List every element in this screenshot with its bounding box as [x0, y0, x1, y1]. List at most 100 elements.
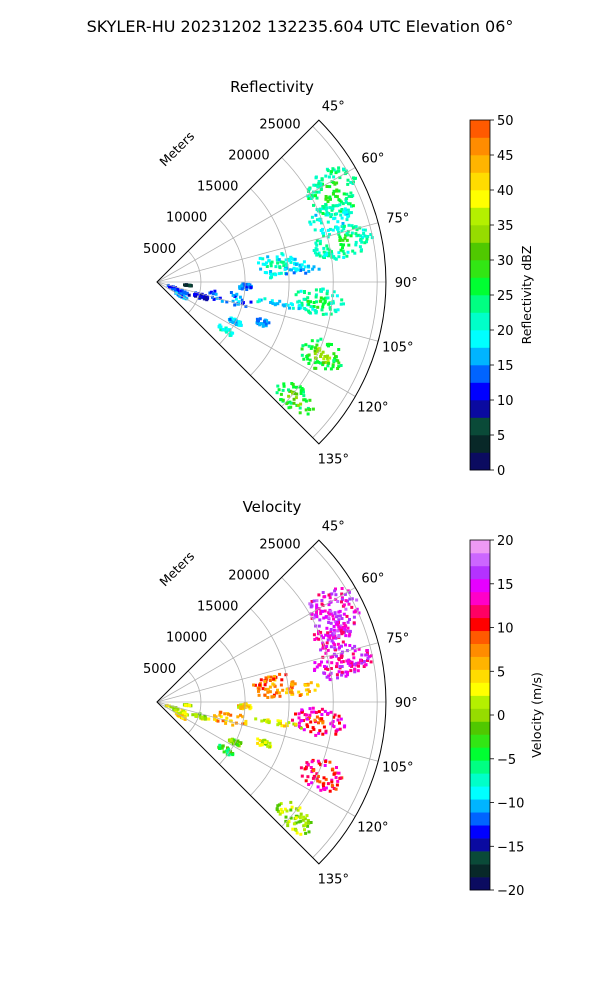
echo-pixel: [315, 343, 319, 347]
echo-pixel: [308, 358, 312, 362]
echo-pixel: [344, 670, 348, 674]
echo-pixel: [178, 712, 182, 716]
echo-pixel: [338, 609, 342, 613]
echo-pixel: [354, 243, 358, 247]
echo-pixel: [299, 766, 303, 770]
echo-pixel: [311, 267, 315, 271]
echo-pixel: [267, 321, 271, 325]
echo-pixel: [331, 634, 335, 638]
echo-pixel: [341, 630, 345, 634]
echo-pixel: [329, 610, 333, 614]
range-tick-label: 25000: [259, 117, 300, 132]
colorbar-bin: [470, 838, 490, 852]
colorbar-tick-label: −20: [497, 884, 524, 899]
echo-pixel: [345, 254, 349, 258]
echo-pixel: [309, 305, 313, 309]
echo-pixel: [325, 244, 329, 248]
echo-pixel: [277, 691, 281, 695]
echo-pixel: [321, 782, 325, 786]
echo-pixel: [228, 317, 232, 321]
echo-pixel: [324, 197, 328, 201]
echo-pixel: [322, 671, 326, 675]
echo-pixel: [323, 764, 327, 767]
echo-pixel: [218, 713, 222, 717]
echo-pixel: [328, 195, 332, 199]
echo-pixel: [337, 189, 341, 193]
echo-pixel: [316, 785, 320, 789]
colorbar-tick-label: −5: [497, 753, 516, 768]
echo-layer: [164, 587, 373, 836]
echo-pixel: [328, 248, 332, 252]
echo-pixel: [318, 299, 322, 303]
echo-pixel: [304, 271, 308, 275]
echo-pixel: [263, 718, 267, 722]
echo-pixel: [332, 617, 335, 621]
echo-pixel: [249, 300, 253, 304]
echo-pixel: [340, 600, 343, 604]
echo-pixel: [365, 653, 369, 657]
range-tick-label: 25000: [259, 537, 300, 552]
echo-pixel: [314, 311, 318, 315]
colorbar-tick-label: 20: [497, 534, 514, 549]
echo-pixel: [322, 787, 326, 791]
echo-pixel: [357, 611, 361, 615]
colorbar-tick-label: 30: [497, 254, 514, 269]
echo-pixel: [257, 687, 261, 691]
echo-pixel: [331, 365, 335, 369]
echo-pixel: [275, 255, 279, 259]
echo-pixel: [252, 683, 256, 687]
echo-pixel: [288, 259, 292, 263]
echo-pixel: [266, 690, 270, 694]
echo-pixel: [325, 292, 329, 296]
echo-pixel: [360, 240, 364, 244]
echo-pixel: [335, 615, 338, 619]
echo-pixel: [320, 289, 323, 293]
colorbar-bin: [470, 155, 490, 173]
echo-pixel: [328, 306, 332, 310]
echo-pixel: [351, 226, 355, 230]
echo-pixel: [290, 257, 294, 261]
echo-pixel: [314, 295, 318, 299]
echo-pixel: [242, 721, 246, 725]
echo-pixel: [318, 210, 322, 214]
echo-pixel: [370, 236, 374, 240]
echo-pixel: [338, 235, 342, 239]
echo-pixel: [321, 732, 325, 736]
echo-pixel: [315, 605, 319, 609]
colorbar-bin: [470, 773, 490, 787]
echo-pixel: [346, 215, 350, 218]
echo-pixel: [292, 401, 296, 405]
echo-pixel: [340, 665, 344, 668]
echo-pixel: [318, 239, 322, 243]
echo-pixel: [347, 194, 351, 198]
echo-pixel: [310, 600, 314, 603]
echo-pixel: [282, 382, 286, 386]
echo-pixel: [170, 285, 174, 289]
colorbar-tick-label: 25: [497, 289, 514, 304]
echo-pixel: [241, 703, 245, 707]
echo-pixel: [341, 249, 345, 253]
echo-pixel: [326, 228, 330, 232]
echo-pixel: [238, 295, 242, 299]
echo-pixel: [291, 306, 295, 310]
echo-pixel: [258, 739, 262, 742]
echo-pixel: [331, 724, 335, 727]
echo-pixel: [324, 213, 328, 217]
azimuth-gridline: [156, 222, 379, 283]
echo-pixel: [312, 633, 316, 637]
echo-pixel: [340, 644, 343, 648]
echo-pixel: [219, 710, 223, 714]
echo-pixel: [173, 288, 177, 292]
echo-pixel: [309, 730, 313, 734]
echo-pixel: [339, 248, 343, 252]
echo-pixel: [275, 691, 278, 695]
echo-pixel: [338, 614, 342, 618]
echo-pixel: [294, 807, 298, 811]
echo-pixel: [322, 297, 326, 301]
echo-pixel: [344, 200, 348, 204]
echo-pixel: [327, 251, 330, 255]
echo-pixel: [184, 292, 188, 296]
echo-pixel: [336, 718, 340, 722]
echo-pixel: [303, 307, 307, 310]
echo-pixel: [328, 760, 332, 764]
